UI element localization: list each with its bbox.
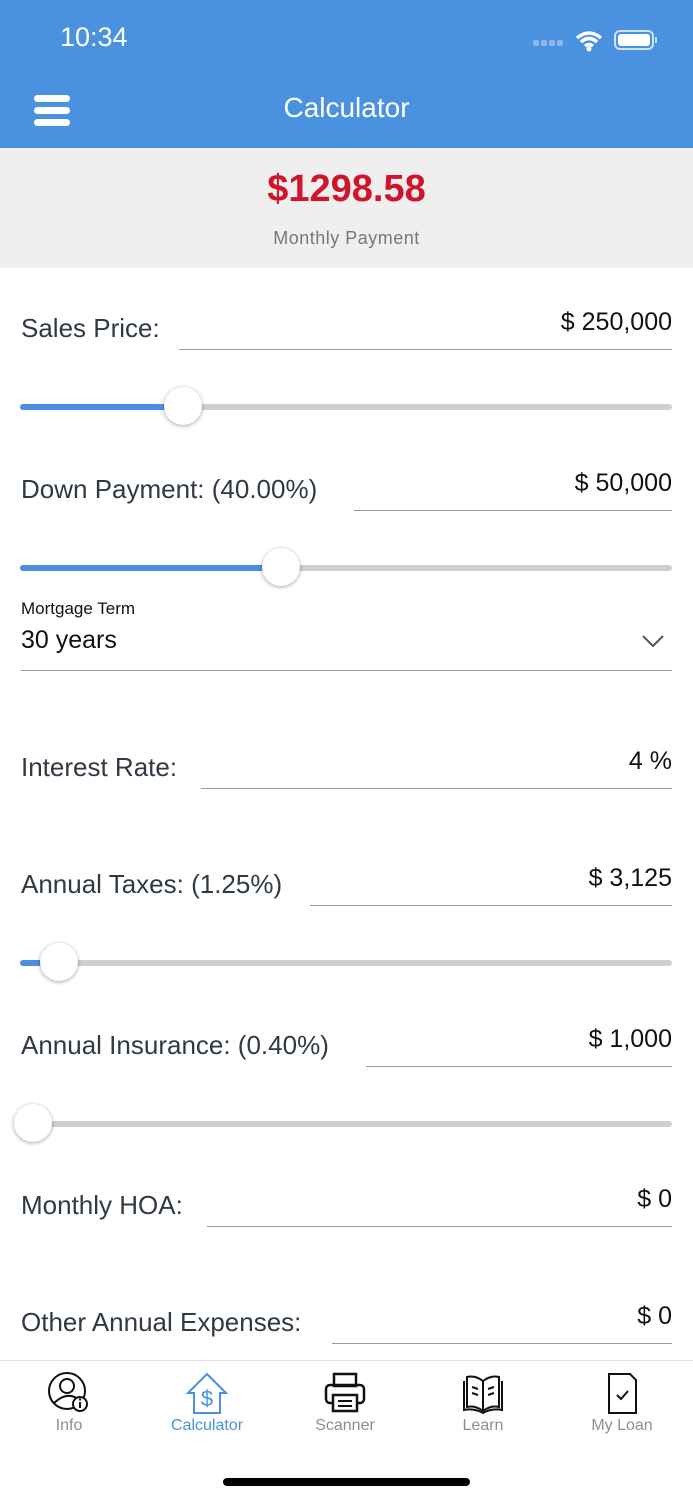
tab-bar: Info $ Calculator Scanner Learn My Loan [0, 1360, 693, 1500]
user-info-icon [48, 1372, 88, 1412]
page-title: Calculator [283, 92, 410, 123]
slider-thumb[interactable] [14, 1104, 53, 1142]
tab-calculator[interactable]: $ Calculator [138, 1371, 276, 1435]
down-payment-input[interactable]: $ 50,000 [354, 469, 672, 511]
tab-learn[interactable]: Learn [414, 1371, 552, 1435]
annual-insurance-slider[interactable] [14, 1104, 672, 1142]
monthly-hoa-label: Monthly HOA: [21, 1190, 183, 1220]
other-expenses-label: Other Annual Expenses: [21, 1307, 302, 1337]
tab-label: Info [55, 1417, 83, 1434]
menu-icon[interactable] [34, 95, 70, 127]
tab-info[interactable]: Info [0, 1371, 138, 1435]
book-icon [463, 1375, 503, 1415]
tab-scanner[interactable]: Scanner [276, 1371, 414, 1435]
status-time: 10:34 [60, 22, 128, 52]
other-expenses-input[interactable]: $ 0 [332, 1302, 672, 1344]
annual-taxes-label: Annual Taxes: (1.25%) [21, 869, 283, 899]
annual-insurance-label: Annual Insurance: (0.40%) [21, 1030, 329, 1060]
status-icons [533, 30, 657, 52]
interest-rate-label: Interest Rate: [21, 752, 178, 782]
slider-thumb[interactable] [261, 548, 300, 586]
monthly-payment-value: $1298.58 [267, 168, 426, 210]
monthly-hoa-input[interactable]: $ 0 [207, 1185, 672, 1227]
house-dollar-icon: $ [185, 1372, 229, 1414]
svg-text:$: $ [201, 1386, 213, 1411]
sales-price-slider[interactable] [20, 387, 672, 425]
slider-thumb[interactable] [164, 387, 202, 425]
down-payment-label: Down Payment: (40.00%) [21, 474, 318, 504]
tab-my-loan[interactable]: My Loan [553, 1371, 691, 1435]
document-check-icon [608, 1373, 637, 1414]
annual-insurance-input[interactable]: $ 1,000 [366, 1025, 672, 1067]
annual-taxes-input[interactable]: $ 3,125 [310, 864, 672, 906]
payment-summary: $1298.58 Monthly Payment [0, 148, 693, 268]
mortgage-term-select[interactable]: 30 years [21, 626, 672, 671]
monthly-payment-label: Monthly Payment [273, 228, 420, 248]
header [0, 0, 693, 148]
mortgage-term-label: Mortgage Term [21, 599, 136, 618]
tab-label: Calculator [170, 1417, 244, 1434]
tab-label: Scanner [315, 1417, 375, 1434]
down-payment-slider[interactable] [20, 548, 672, 586]
mortgage-term-value: 30 years [21, 626, 117, 654]
printer-icon [324, 1372, 366, 1413]
interest-rate-input[interactable]: 4 % [201, 747, 672, 789]
slider-thumb[interactable] [40, 943, 79, 981]
annual-taxes-slider[interactable] [20, 943, 672, 981]
tab-label: My Loan [591, 1417, 653, 1434]
sales-price-input[interactable]: $ 250,000 [179, 308, 672, 350]
chevron-down-icon [642, 635, 664, 648]
home-indicator [223, 1478, 470, 1486]
sales-price-label: Sales Price: [21, 313, 160, 343]
tab-label: Learn [462, 1417, 504, 1434]
